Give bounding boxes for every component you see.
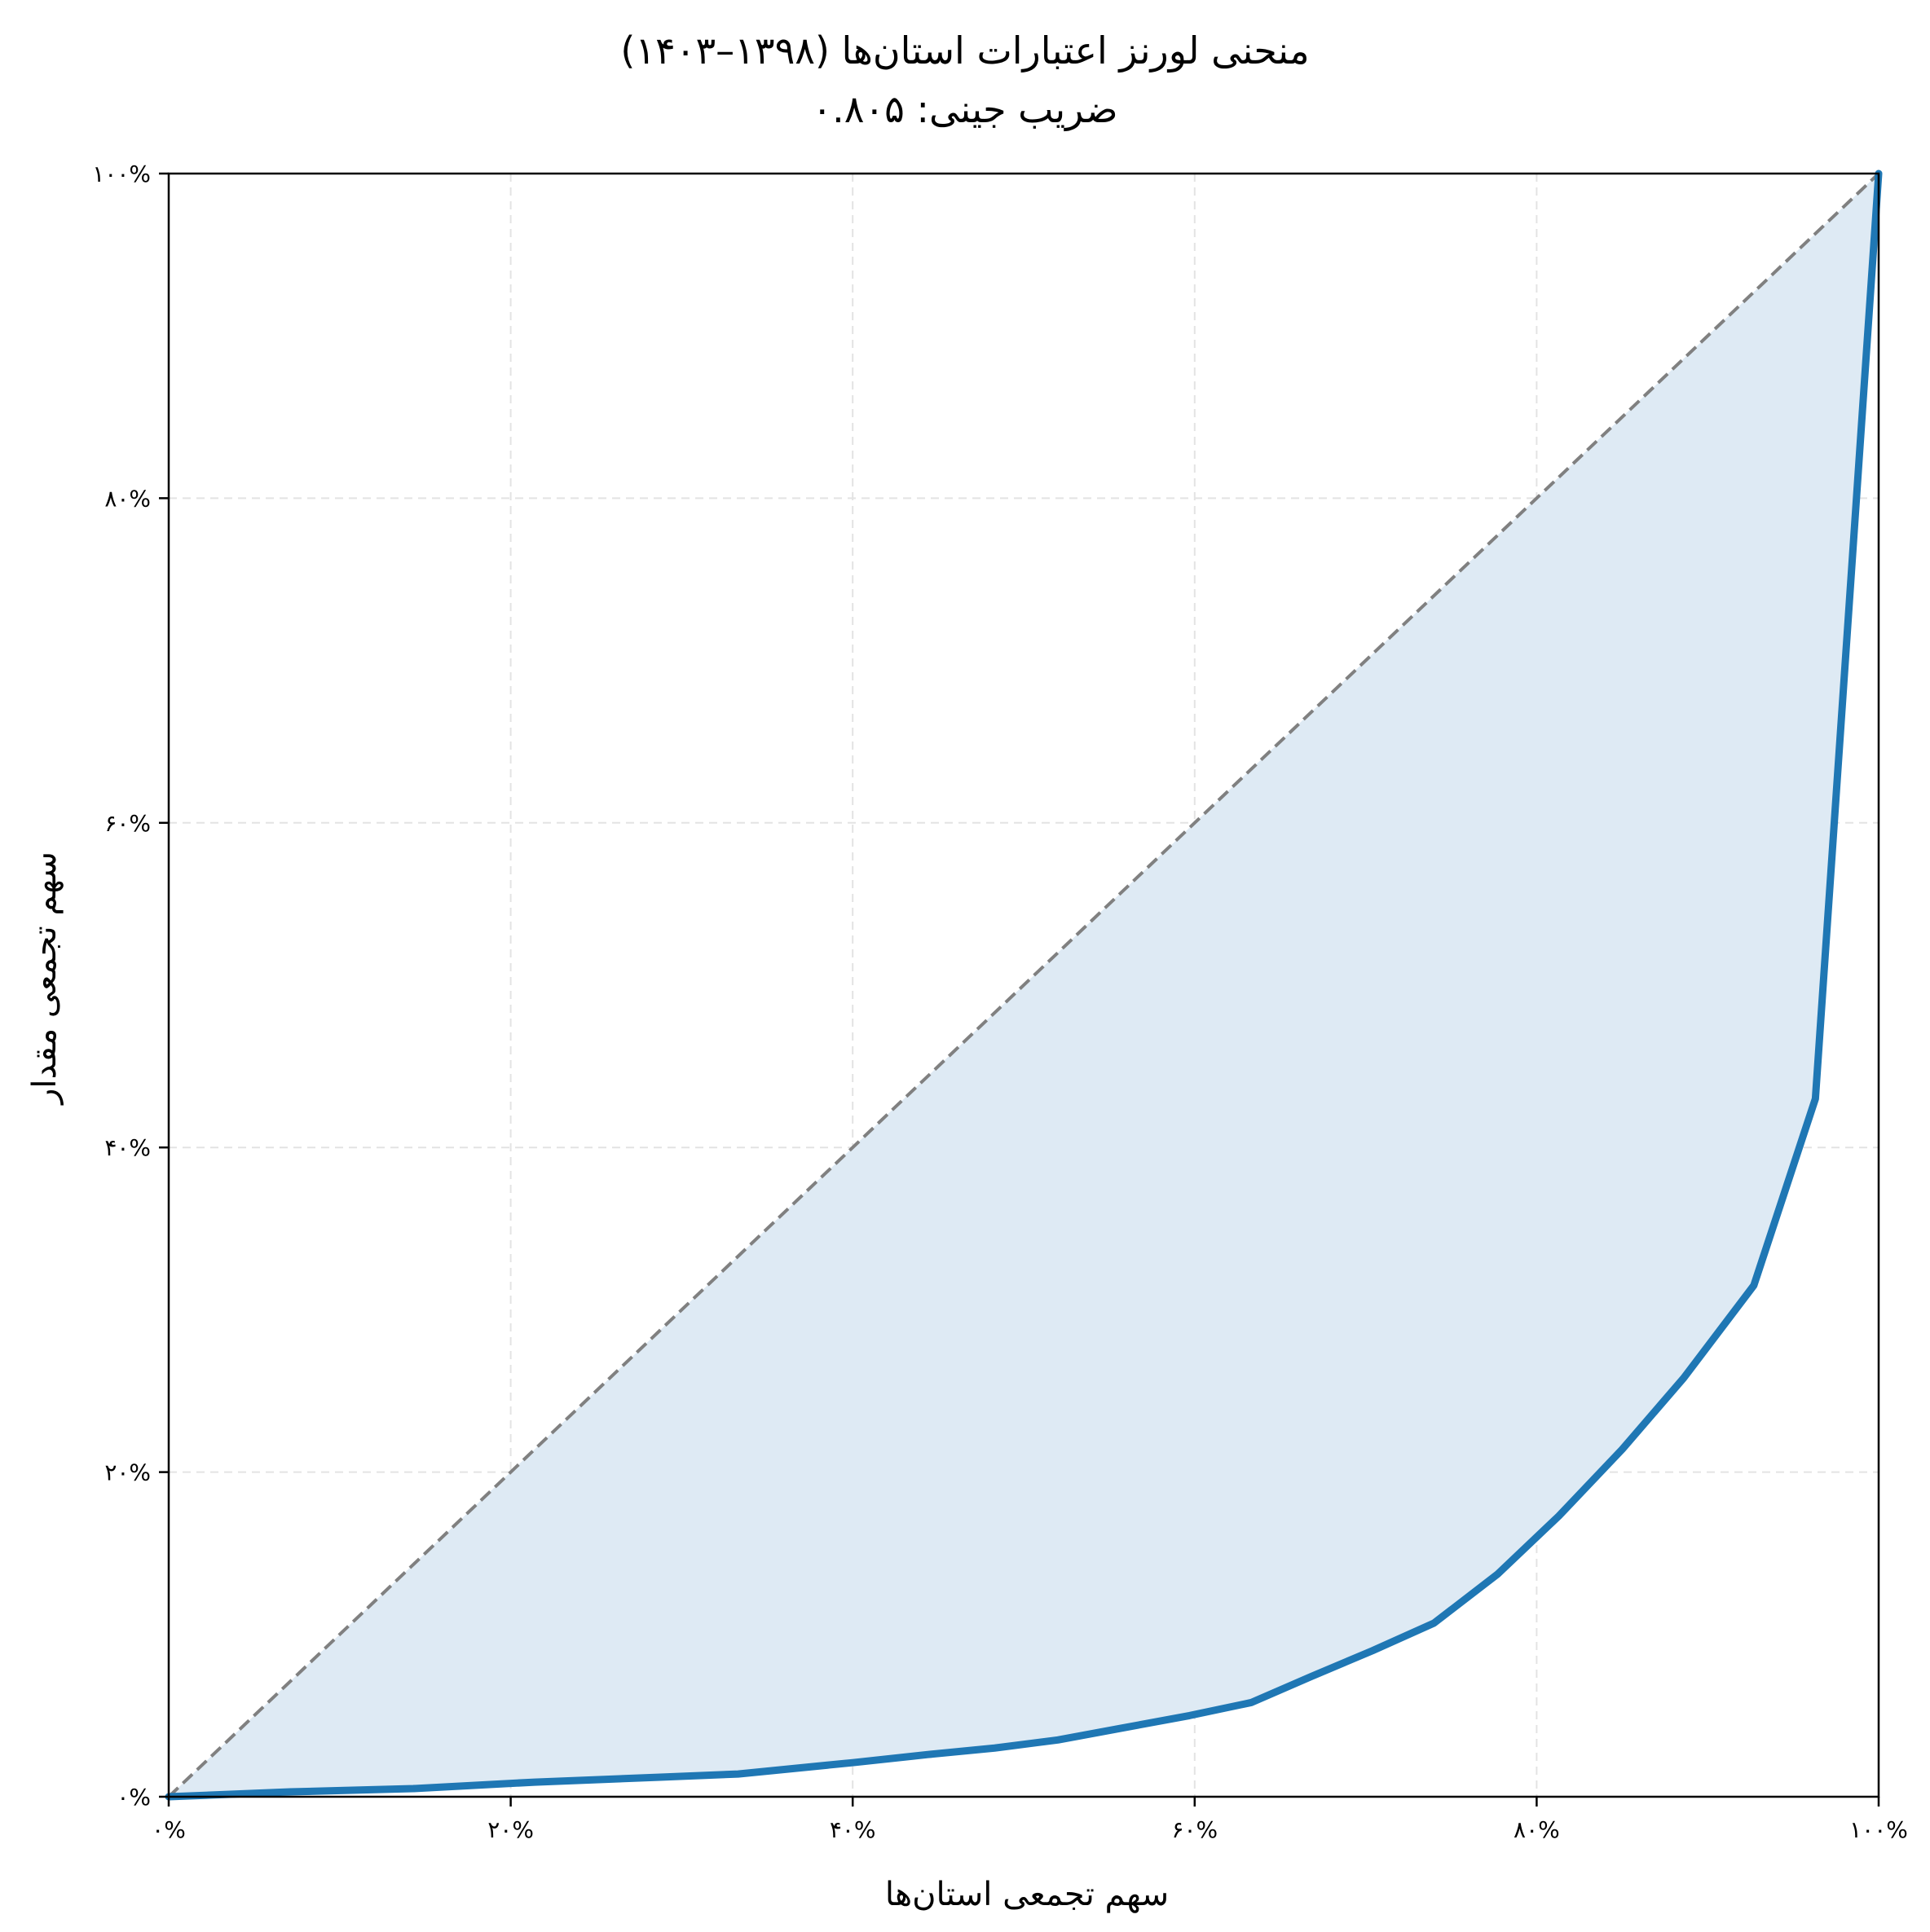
y-axis-label: سهم تجمعی مقدار: [26, 852, 64, 1106]
lorenz-point-7: [925, 1751, 932, 1758]
y-tick-label-4: ۸۰%: [104, 485, 151, 512]
lorenz-point-21: [1812, 1095, 1818, 1102]
lorenz-point-17: [1556, 1512, 1562, 1519]
x-tick-label-1: ۲۰%: [487, 1816, 534, 1843]
lorenz-point-11: [1187, 1712, 1193, 1719]
lorenz-point-19: [1681, 1375, 1687, 1381]
equality-line: [167, 172, 1880, 1798]
lorenz-point-15: [1431, 1620, 1438, 1626]
x-tick-label-2: ۴۰%: [830, 1816, 876, 1843]
lorenz-point-5: [735, 1771, 742, 1777]
lorenz-point-2: [410, 1785, 416, 1792]
lorenz-point-1: [287, 1789, 293, 1795]
lorenz-point-20: [1751, 1283, 1757, 1289]
x-axis-ticks: ۰% ۲۰% ۴۰% ۶۰% ۸۰% ۱۰۰%: [152, 1797, 1908, 1843]
x-tick-label-3: ۶۰%: [1171, 1816, 1218, 1843]
x-tick-label-4: ۸۰%: [1514, 1816, 1560, 1843]
x-tick-label-5: ۱۰۰%: [1849, 1816, 1908, 1843]
lorenz-point-9: [1055, 1736, 1061, 1743]
lorenz-point-18: [1619, 1446, 1625, 1453]
lorenz-point-3: [531, 1779, 538, 1785]
x-axis-label: سهم تجمعی استان‌ها: [885, 1876, 1169, 1913]
lorenz-point-13: [1307, 1674, 1314, 1680]
y-tick-label-1: ۲۰%: [104, 1459, 151, 1486]
y-tick-label-2: ۴۰%: [104, 1134, 151, 1161]
x-tick-label-0: ۰%: [152, 1816, 186, 1843]
lorenz-point-10: [1116, 1725, 1122, 1732]
lorenz-point-6: [849, 1759, 856, 1766]
y-tick-label-5: ۱۰۰%: [92, 161, 151, 187]
chart-subtitle: ضریب جینی: ۰.۸۰۵: [812, 87, 1117, 132]
y-tick-label-3: ۶۰%: [104, 810, 151, 837]
lorenz-point-12: [1248, 1699, 1254, 1705]
chart-title: منحنی لورنز اعتبارات استان‌ها (۱۳۹۸–۱۴۰۳…: [620, 29, 1309, 73]
y-axis-ticks: ۰% ۲۰% ۴۰% ۶۰% ۸۰% ۱۰۰%: [92, 161, 169, 1811]
lorenz-point-8: [991, 1745, 998, 1751]
lorenz-point-14: [1369, 1648, 1376, 1654]
lorenz-point-16: [1494, 1571, 1500, 1578]
lorenz-point-4: [654, 1774, 661, 1780]
lorenz-curve-line: [165, 169, 1883, 1801]
y-tick-label-0: ۰%: [117, 1784, 151, 1811]
plot-frame: [167, 172, 1880, 1798]
